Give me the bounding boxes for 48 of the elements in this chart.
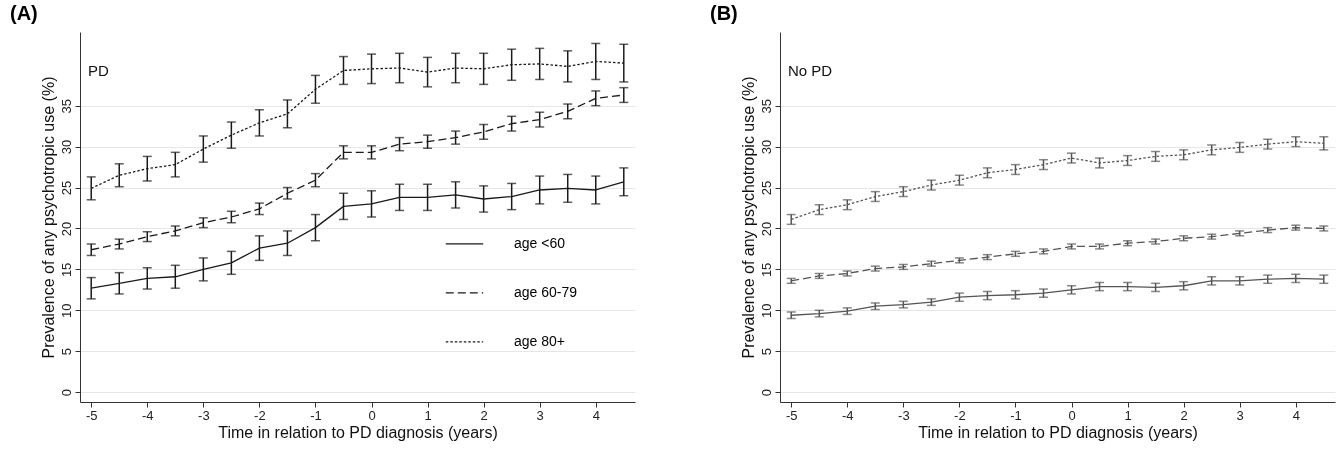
x-tick-label: 0 (368, 407, 376, 423)
y-tick-label: 25 (58, 180, 74, 196)
y-tick-label: 20 (58, 221, 74, 237)
x-axis-title: Time in relation to PD diagnosis (years) (918, 423, 1198, 441)
y-axis-title: Prevalence of any psychotropic use (%) (39, 76, 57, 359)
annotation: No PD (788, 62, 833, 79)
x-tick-label: -3 (898, 407, 910, 423)
x-tick-label: -4 (841, 407, 854, 423)
y-tick-label: 10 (58, 303, 74, 319)
x-tick-label: -2 (254, 407, 266, 423)
x-tick-label: -3 (198, 407, 210, 423)
x-tick-label: 4 (1292, 407, 1300, 423)
x-tick-label: 3 (536, 407, 544, 423)
line-series (790, 141, 1325, 221)
x-tick-label: 2 (1180, 407, 1188, 423)
x-tick-label: 3 (1236, 407, 1244, 423)
x-tick-label: -1 (310, 407, 322, 423)
y-tick-label: 0 (58, 389, 74, 397)
y-tick-label: 5 (58, 348, 74, 356)
y-tick-label: 30 (58, 139, 74, 155)
x-tick-label: -1 (1010, 407, 1022, 423)
x-tick-label: 2 (480, 407, 488, 423)
y-axis-title: Prevalence of any psychotropic use (%) (739, 76, 757, 359)
x-axis-title: Time in relation to PD diagnosis (years) (218, 423, 498, 441)
x-tick-label: 0 (1068, 407, 1076, 423)
y-tick-label: 35 (58, 98, 74, 114)
x-tick-label: 4 (592, 407, 600, 423)
x-tick-label: -5 (785, 407, 798, 423)
y-tick-label: 35 (758, 98, 774, 114)
x-tick-label: 1 (1124, 407, 1132, 423)
x-tick-label: -4 (141, 407, 154, 423)
y-tick-label: 0 (758, 389, 774, 397)
y-tick-label: 20 (758, 221, 774, 237)
legend-label: age <60 (514, 234, 566, 251)
y-tick-label: 5 (758, 348, 774, 356)
x-tick-label: -5 (85, 407, 98, 423)
y-tick-label: 15 (58, 262, 74, 278)
y-tick-label: 25 (758, 180, 774, 196)
legend-label: age 80+ (514, 332, 565, 349)
legend-label: age 60-79 (514, 283, 578, 300)
chart-title: (B) (710, 2, 738, 24)
x-tick-label: 1 (424, 407, 432, 423)
y-tick-label: 30 (758, 139, 774, 155)
y-tick-label: 15 (758, 262, 774, 278)
annotation: PD (88, 62, 109, 79)
chart-title: (A) (10, 2, 38, 24)
y-tick-label: 10 (758, 303, 774, 319)
x-tick-label: -2 (954, 407, 966, 423)
